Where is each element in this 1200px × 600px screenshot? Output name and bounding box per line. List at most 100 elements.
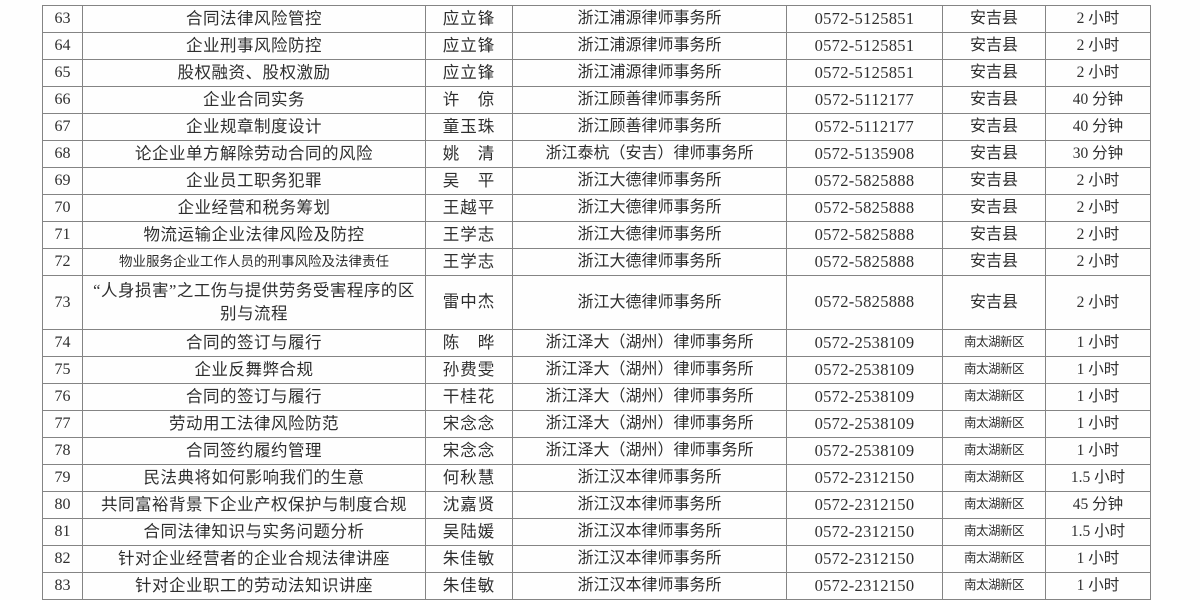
- cell-district: 安吉县: [942, 221, 1046, 249]
- cell-duration: 2 小时: [1045, 167, 1151, 195]
- cell-no: 83: [42, 572, 83, 600]
- table-row: 75 企业反舞弊合规 孙费雯 浙江泽大（湖州）律师事务所 0572-2538109 南太湖…: [42, 356, 1151, 384]
- cell-district: 安吉县: [942, 248, 1046, 276]
- cell-phone: 0572-2538109: [786, 437, 943, 465]
- cell-phone: 0572-2312150: [786, 545, 943, 573]
- cell-title: 合同的签订与履行: [82, 329, 426, 357]
- cell-no: 75: [42, 356, 83, 384]
- cell-district: 南太湖新区: [942, 329, 1046, 357]
- cell-no: 64: [42, 32, 83, 60]
- cell-firm: 浙江顾善律师事务所: [512, 113, 787, 141]
- cell-duration: 1 小时: [1045, 329, 1151, 357]
- cell-district: 安吉县: [942, 194, 1046, 222]
- cell-title: 合同法律风险管控: [82, 5, 426, 33]
- cell-lecturer: 应立锋: [425, 32, 513, 60]
- cell-no: 73: [42, 275, 83, 330]
- cell-phone: 0572-5825888: [786, 194, 943, 222]
- cell-duration: 2 小时: [1045, 32, 1151, 60]
- cell-no: 74: [42, 329, 83, 357]
- cell-firm: 浙江浦源律师事务所: [512, 5, 787, 33]
- cell-phone: 0572-2312150: [786, 518, 943, 546]
- cell-district: 南太湖新区: [942, 383, 1046, 411]
- cell-duration: 1 小时: [1045, 383, 1151, 411]
- table-row: 65 股权融资、股权激励 应立锋 浙江浦源律师事务所 0572-5125851 安吉县 2 …: [42, 59, 1151, 87]
- cell-district: 南太湖新区: [942, 491, 1046, 519]
- cell-no: 80: [42, 491, 83, 519]
- cell-phone: 0572-5825888: [786, 275, 943, 330]
- cell-lecturer: 王学志: [425, 221, 513, 249]
- cell-firm: 浙江汉本律师事务所: [512, 491, 787, 519]
- cell-lecturer: 童玉珠: [425, 113, 513, 141]
- cell-firm: 浙江汉本律师事务所: [512, 464, 787, 492]
- cell-title: 针对企业经营者的企业合规法律讲座: [82, 545, 426, 573]
- table-row: 72 物业服务企业工作人员的刑事风险及法律责任 王学志 浙江大德律师事务所 0572-5…: [42, 248, 1151, 276]
- cell-duration: 1 小时: [1045, 356, 1151, 384]
- cell-title: 共同富裕背景下企业产权保护与制度合规: [82, 491, 426, 519]
- cell-firm: 浙江大德律师事务所: [512, 248, 787, 276]
- table-row: 73 “人身损害”之工伤与提供劳务受害程序的区别与流程 雷中杰 浙江大德律师事务所 05…: [42, 275, 1151, 330]
- cell-district: 安吉县: [942, 167, 1046, 195]
- cell-title: 民法典将如何影响我们的生意: [82, 464, 426, 492]
- table-row: 80 共同富裕背景下企业产权保护与制度合规 沈嘉贤 浙江汉本律师事务所 0572-231…: [42, 491, 1151, 519]
- cell-lecturer: 朱佳敏: [425, 572, 513, 600]
- table-row: 78 合同签约履约管理 宋念念 浙江泽大（湖州）律师事务所 0572-2538109 南太…: [42, 437, 1151, 465]
- cell-no: 69: [42, 167, 83, 195]
- cell-district: 安吉县: [942, 140, 1046, 168]
- table-row: 71 物流运输企业法律风险及防控 王学志 浙江大德律师事务所 0572-5825888 安…: [42, 221, 1151, 249]
- cell-district: 安吉县: [942, 32, 1046, 60]
- table-row: 63 合同法律风险管控 应立锋 浙江浦源律师事务所 0572-5125851 安吉县 2 小…: [42, 5, 1151, 33]
- cell-district: 南太湖新区: [942, 356, 1046, 384]
- cell-phone: 0572-5112177: [786, 113, 943, 141]
- cell-no: 76: [42, 383, 83, 411]
- cell-duration: 30 分钟: [1045, 140, 1151, 168]
- cell-no: 77: [42, 410, 83, 438]
- cell-lecturer: 吴陆媛: [425, 518, 513, 546]
- cell-duration: 1 小时: [1045, 410, 1151, 438]
- table-row: 77 劳动用工法律风险防范 宋念念 浙江泽大（湖州）律师事务所 0572-2538109…: [42, 410, 1151, 438]
- cell-no: 72: [42, 248, 83, 276]
- cell-firm: 浙江泽大（湖州）律师事务所: [512, 356, 787, 384]
- cell-phone: 0572-5135908: [786, 140, 943, 168]
- cell-phone: 0572-5825888: [786, 221, 943, 249]
- cell-district: 安吉县: [942, 113, 1046, 141]
- cell-duration: 1 小时: [1045, 437, 1151, 465]
- cell-no: 79: [42, 464, 83, 492]
- table-row: 81 合同法律知识与实务问题分析 吴陆媛 浙江汉本律师事务所 0572-2312150 南…: [42, 518, 1151, 546]
- cell-title: 合同的签订与履行: [82, 383, 426, 411]
- cell-title: 企业规章制度设计: [82, 113, 426, 141]
- cell-title: 股权融资、股权激励: [82, 59, 426, 87]
- cell-phone: 0572-2312150: [786, 464, 943, 492]
- cell-title: 企业反舞弊合规: [82, 356, 426, 384]
- cell-firm: 浙江泽大（湖州）律师事务所: [512, 329, 787, 357]
- cell-duration: 45 分钟: [1045, 491, 1151, 519]
- cell-duration: 1.5 小时: [1045, 518, 1151, 546]
- cell-firm: 浙江顾善律师事务所: [512, 86, 787, 114]
- cell-district: 安吉县: [942, 86, 1046, 114]
- table-row: 76 合同的签订与履行 干桂花 浙江泽大（湖州）律师事务所 0572-2538109 南太…: [42, 383, 1151, 411]
- cell-firm: 浙江泽大（湖州）律师事务所: [512, 410, 787, 438]
- cell-firm: 浙江汉本律师事务所: [512, 572, 787, 600]
- cell-duration: 2 小时: [1045, 221, 1151, 249]
- table-row: 67 企业规章制度设计 童玉珠 浙江顾善律师事务所 0572-5112177 安吉县 40 …: [42, 113, 1151, 141]
- cell-firm: 浙江浦源律师事务所: [512, 32, 787, 60]
- cell-title: 物业服务企业工作人员的刑事风险及法律责任: [82, 248, 426, 276]
- cell-title: 企业合同实务: [82, 86, 426, 114]
- cell-firm: 浙江泽大（湖州）律师事务所: [512, 437, 787, 465]
- table-row: 74 合同的签订与履行陈 晔浙江泽大（湖州）律师事务所 0572-2538109 南太…: [42, 329, 1151, 357]
- cell-district: 南太湖新区: [942, 410, 1046, 438]
- cell-title: 劳动用工法律风险防范: [82, 410, 426, 438]
- cell-no: 71: [42, 221, 83, 249]
- cell-no: 66: [42, 86, 83, 114]
- cell-phone: 0572-5125851: [786, 5, 943, 33]
- table-row: 64 企业刑事风险防控 应立锋 浙江浦源律师事务所 0572-5125851 安吉县 2 小…: [42, 32, 1151, 60]
- lecture-table-body: 63 合同法律风险管控 应立锋 浙江浦源律师事务所 0572-5125851 安吉县 2 小…: [42, 5, 1151, 600]
- cell-title: 针对企业职工的劳动法知识讲座: [82, 572, 426, 600]
- cell-lecturer: 吴 平: [425, 167, 513, 195]
- table-row: 82 针对企业经营者的企业合规法律讲座 朱佳敏 浙江汉本律师事务所 0572-23121…: [42, 545, 1151, 573]
- cell-title: 论企业单方解除劳动合同的风险: [82, 140, 426, 168]
- cell-no: 82: [42, 545, 83, 573]
- table-row: 66 企业合同实务许 倞浙江顾善律师事务所 0572-5112177 安吉县 40 分钟: [42, 86, 1151, 114]
- cell-phone: 0572-2538109: [786, 329, 943, 357]
- cell-title: 企业经营和税务筹划: [82, 194, 426, 222]
- cell-firm: 浙江汉本律师事务所: [512, 545, 787, 573]
